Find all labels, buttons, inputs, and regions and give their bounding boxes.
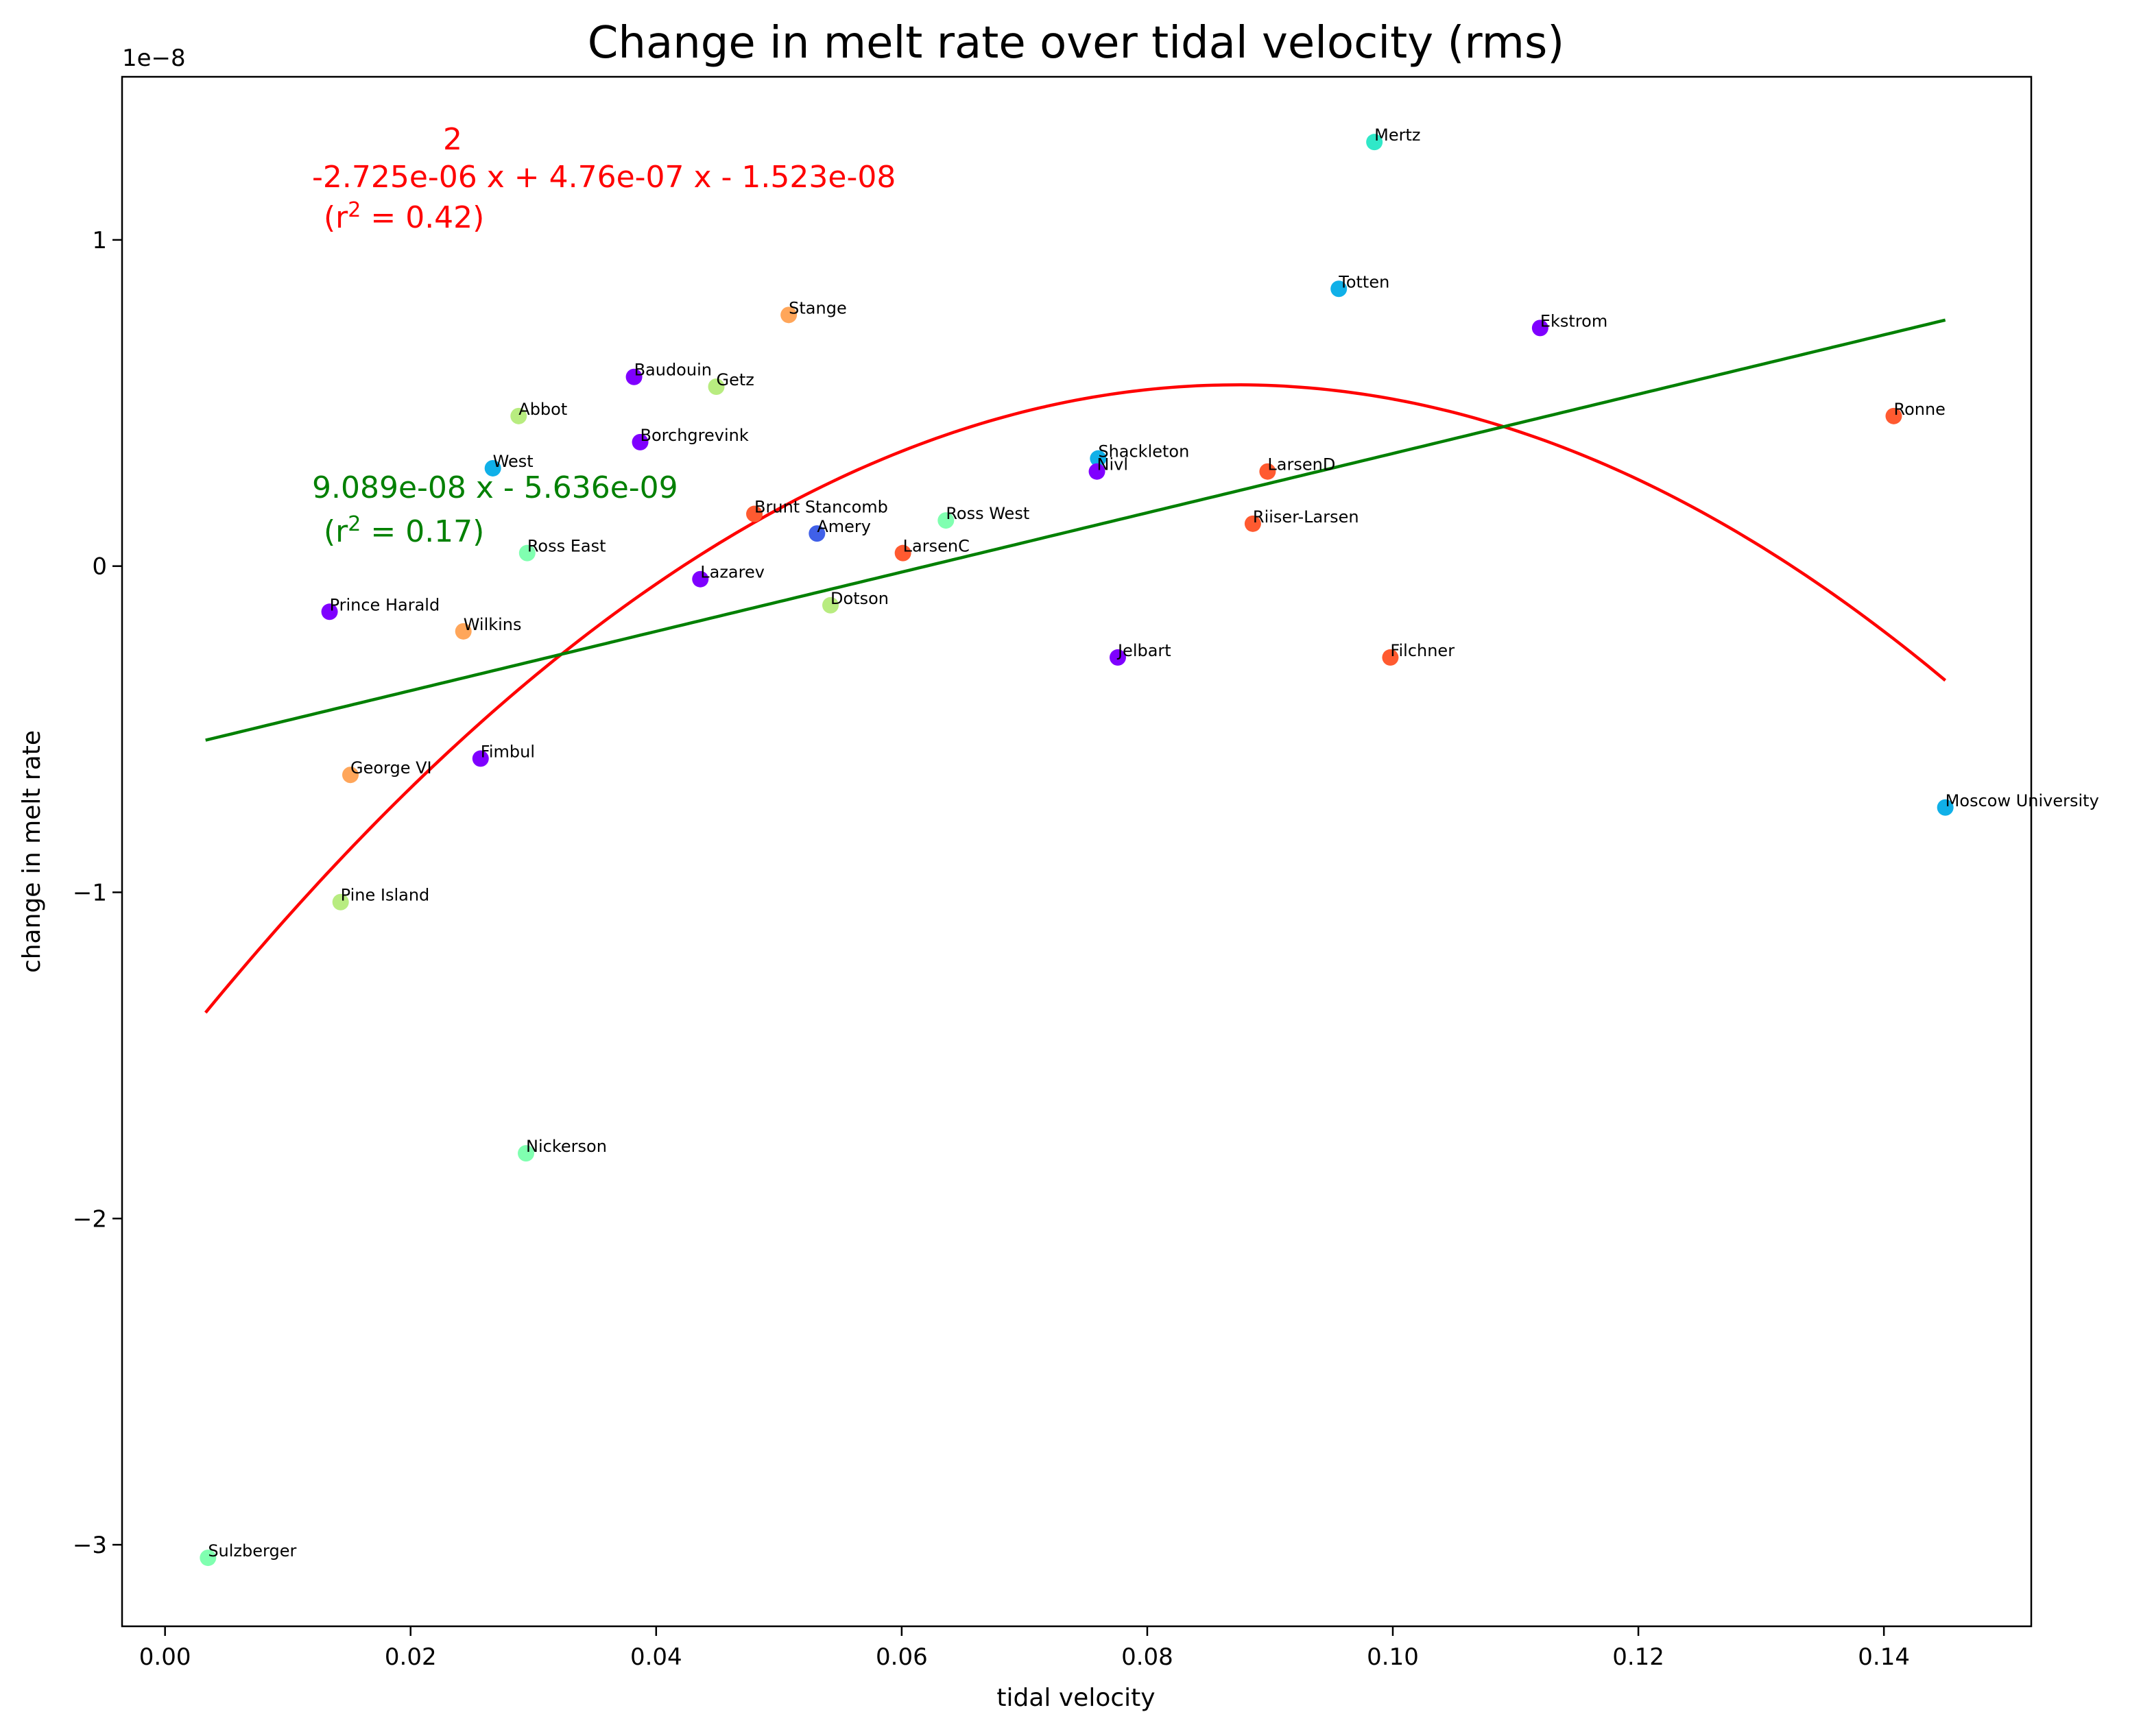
data-point — [894, 544, 911, 562]
y-tick-label: 1 — [92, 227, 107, 254]
point-label: LarsenD — [1267, 455, 1335, 474]
data-point — [625, 368, 643, 385]
point-label: Mertz — [1374, 125, 1420, 145]
data-point — [746, 505, 763, 522]
x-tick-label: 0.12 — [1612, 1643, 1664, 1671]
point-label: Fimbul — [481, 742, 535, 761]
point-label: Getz — [717, 370, 754, 389]
point-label: West — [493, 452, 534, 471]
y-offset-label: 1e−8 — [122, 45, 186, 72]
point-label: LarsenC — [903, 537, 970, 556]
x-tick-label: 0.14 — [1858, 1643, 1910, 1671]
x-tick-label: 0.00 — [139, 1643, 191, 1671]
data-point — [1382, 649, 1399, 666]
plot-frame — [121, 75, 2033, 1628]
data-point — [1090, 450, 1107, 467]
point-label: Ronne — [1893, 400, 1945, 419]
y-tick-label: −3 — [73, 1532, 107, 1559]
data-point — [708, 378, 725, 395]
quadratic-fit-line — [204, 383, 1947, 1014]
x-tick-label: 0.06 — [876, 1643, 928, 1671]
data-point — [822, 596, 839, 614]
point-label: Wilkins — [464, 615, 522, 634]
point-label: Ekstrom — [1540, 311, 1607, 330]
point-label: Lazarev — [700, 563, 765, 582]
x-tick-label: 0.04 — [630, 1643, 682, 1671]
chart-title: Change in melt rate over tidal velocity … — [588, 18, 1565, 69]
point-label: Ross West — [946, 504, 1029, 523]
data-point — [1937, 799, 1954, 816]
point-label: Abbot — [518, 400, 567, 419]
data-point — [321, 603, 338, 620]
data-point — [1531, 320, 1548, 337]
data-point — [1088, 463, 1105, 480]
data-point — [937, 512, 955, 529]
data-point — [472, 750, 489, 767]
linear-fit-line — [205, 318, 1946, 742]
y-tick-label: 0 — [92, 553, 107, 581]
quadratic-fit-equation: -2.725e-06 x + 4.76e-07 x - 1.523e-08 — [312, 160, 896, 195]
data-point — [200, 1550, 217, 1567]
point-label: Totten — [1338, 272, 1389, 291]
point-label: Pine Island — [341, 886, 430, 905]
point-label: Brunt Stancomb — [754, 498, 888, 517]
data-point — [518, 1145, 535, 1162]
point-label: Nickerson — [526, 1137, 607, 1156]
data-point — [342, 767, 359, 784]
linear-fit-equation: 9.089e-08 x - 5.636e-09 — [312, 470, 678, 505]
point-label: George VI — [350, 758, 432, 777]
linear-fit-r2: (r2 = 0.17) — [324, 512, 484, 549]
data-point — [1259, 463, 1276, 480]
x-axis-title: tidal velocity — [996, 1684, 1155, 1712]
point-label: Prince Harald — [330, 595, 440, 614]
data-point — [1366, 134, 1383, 151]
point-label: Shackleton — [1098, 442, 1189, 461]
data-point — [780, 306, 798, 324]
point-label: Jelbart — [1116, 641, 1171, 660]
data-point — [1885, 407, 1902, 424]
point-label: Dotson — [830, 589, 889, 608]
x-tick-label: 0.02 — [385, 1643, 437, 1671]
data-point — [510, 407, 527, 424]
data-point — [1244, 515, 1261, 532]
point-label: Riiser-Larsen — [1253, 507, 1359, 527]
point-label: Filchner — [1390, 641, 1455, 660]
data-point — [692, 570, 709, 588]
plot-area: Mertz Totten Ekstrom Stange Baudouin Getz Abbo… — [73, 75, 2099, 1671]
y-tick-label: −1 — [73, 879, 107, 906]
x-tick-label: 0.10 — [1367, 1643, 1419, 1671]
data-point — [332, 893, 349, 911]
point-label: Sulzberger — [208, 1541, 296, 1560]
point-label: Borchgrevink — [641, 426, 749, 445]
point-label: Stange — [789, 298, 847, 317]
quadratic-fit-r2: (r2 = 0.42) — [324, 198, 484, 235]
y-tick-label: −2 — [73, 1205, 107, 1233]
data-point — [1330, 280, 1348, 298]
data-point — [455, 623, 472, 640]
data-point — [809, 525, 826, 542]
quadratic-fit-exponent: 2 — [443, 122, 462, 157]
point-label: Moscow University — [1946, 791, 2099, 810]
data-point — [518, 544, 536, 562]
point-label: Nivl — [1097, 455, 1129, 474]
point-label: Baudouin — [634, 361, 712, 380]
data-point — [484, 459, 501, 477]
x-tick-label: 0.08 — [1121, 1643, 1173, 1671]
y-axis-title: change in melt rate — [18, 730, 46, 973]
data-point — [1109, 649, 1126, 666]
point-label: Ross East — [527, 537, 606, 556]
data-point — [632, 433, 649, 450]
point-label: Amery — [817, 517, 871, 536]
